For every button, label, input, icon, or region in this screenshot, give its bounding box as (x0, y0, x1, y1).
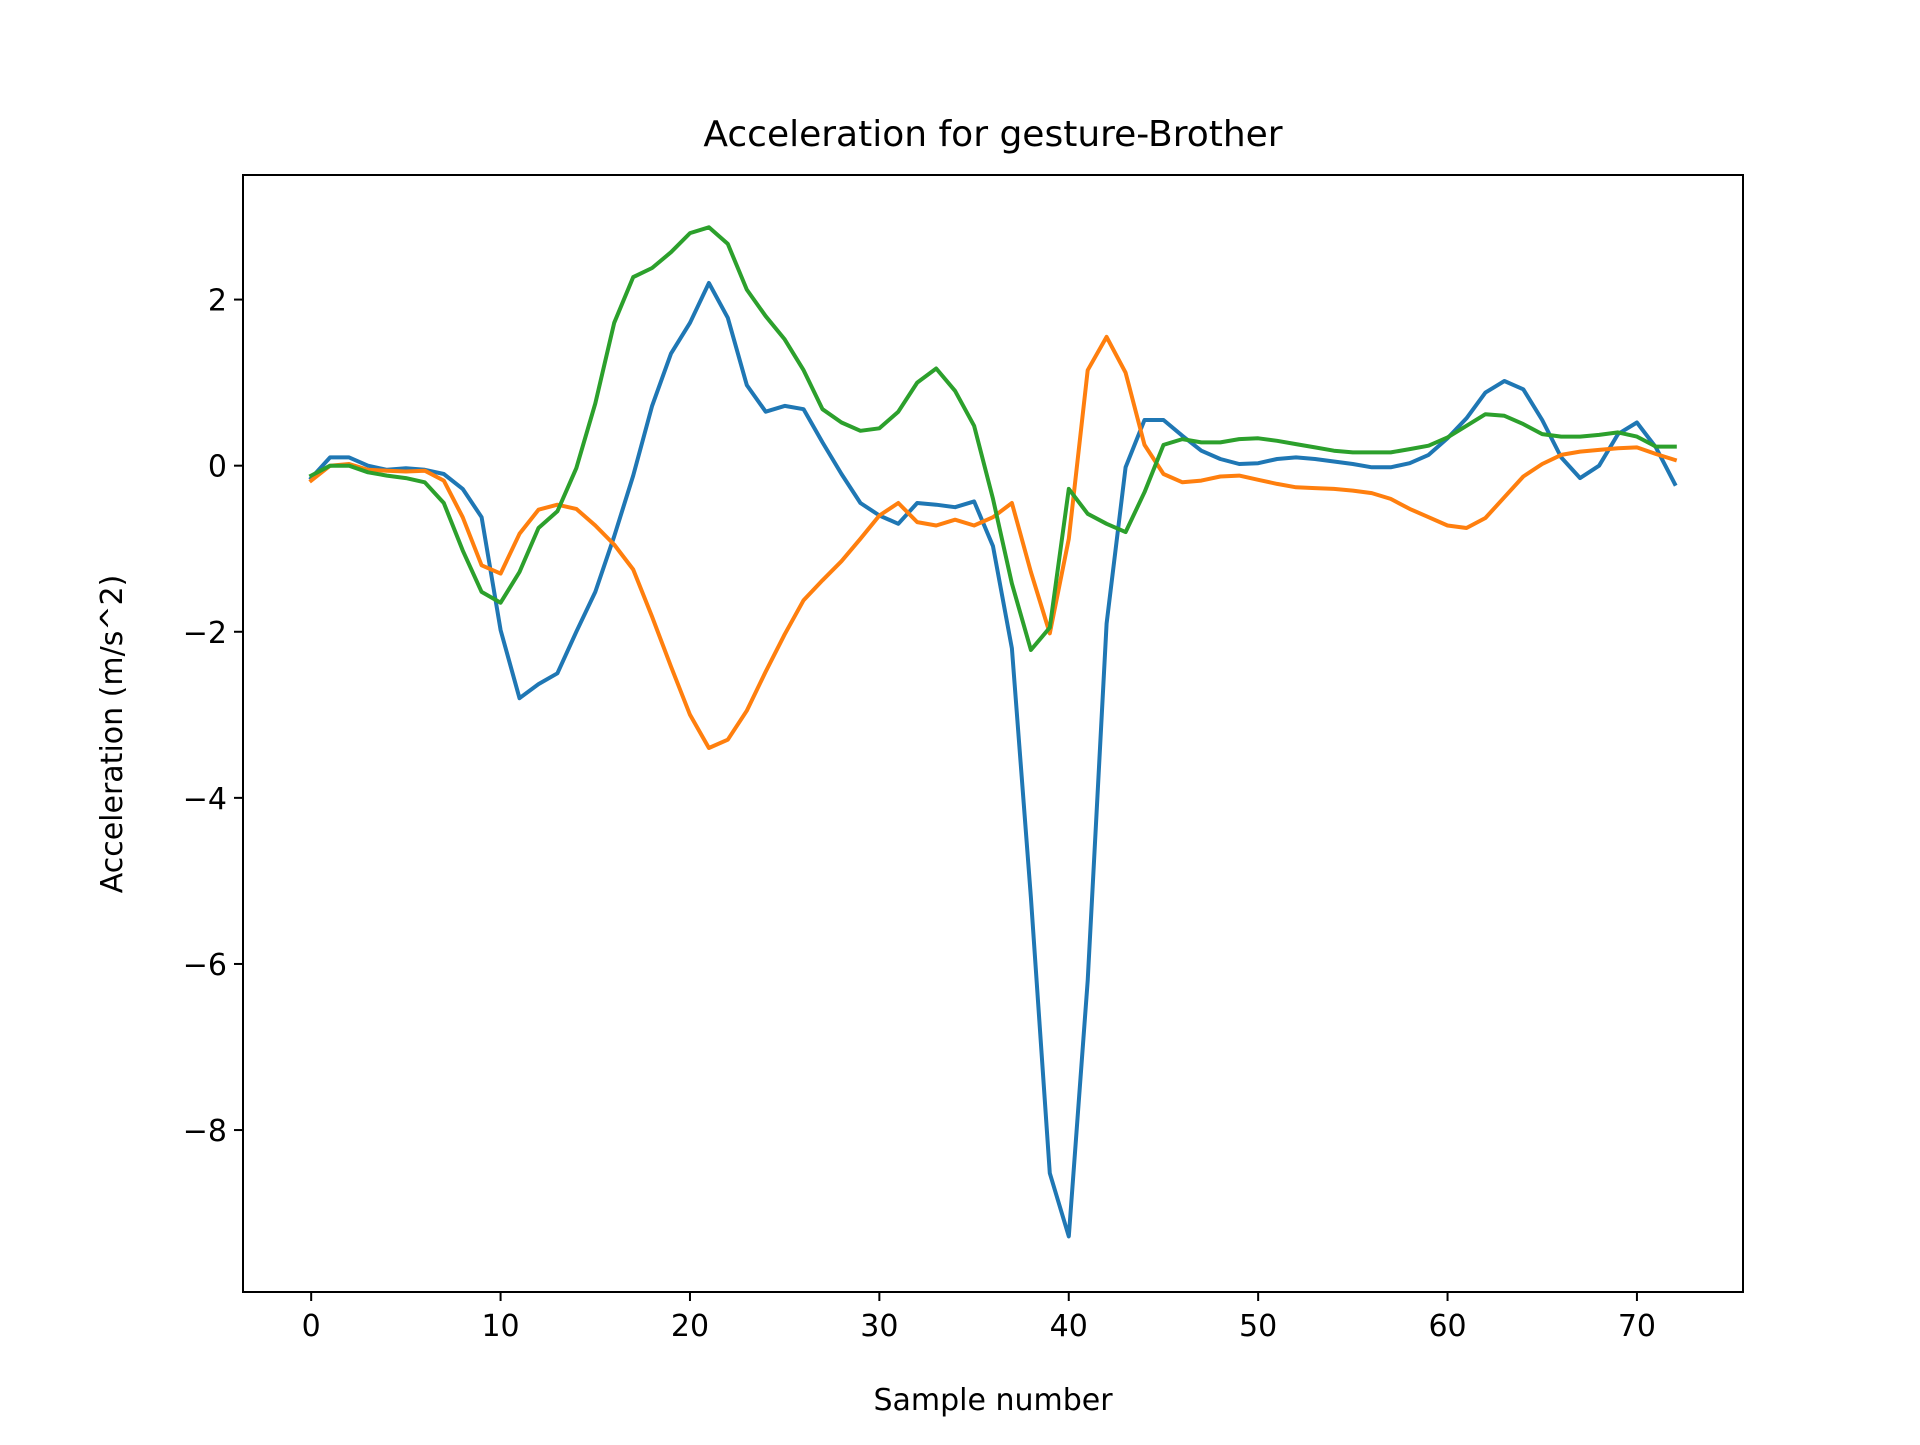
series-line-1 (308, 281, 1678, 1239)
series-layer (308, 225, 1678, 1239)
y-tick-label: −8 (183, 1114, 227, 1149)
series-line-3 (308, 225, 1677, 652)
x-tick-label: 60 (1428, 1309, 1466, 1344)
x-axis-label: Sample number (873, 1383, 1113, 1418)
y-tick-label: −4 (183, 782, 227, 817)
plot-frame (242, 174, 1744, 1293)
x-tick-label: 20 (671, 1309, 709, 1344)
series-line-2 (308, 334, 1678, 750)
y-tick-label: −6 (183, 948, 227, 983)
x-tick-label: 30 (860, 1309, 898, 1344)
x-tick-label: 50 (1239, 1309, 1277, 1344)
x-tick-label: 40 (1050, 1309, 1088, 1344)
y-tick-label: 2 (208, 284, 227, 319)
axes-layer: 0 10 20 30 40 50 60 70 −8 −6 −4 −2 0 2 (183, 174, 1744, 1344)
x-tick-label: 70 (1618, 1309, 1656, 1344)
x-tick-label: 10 (481, 1309, 519, 1344)
y-tick-label: −2 (183, 616, 227, 651)
x-tick-label: 0 (302, 1309, 321, 1344)
y-axis-label: Acceleration (m/s^2) (95, 575, 130, 894)
y-tick-label: 0 (208, 450, 227, 485)
chart-title: Acceleration for gesture-Brother (703, 114, 1282, 155)
